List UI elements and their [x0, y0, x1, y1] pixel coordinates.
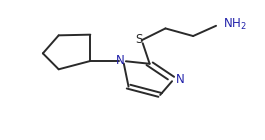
Text: NH$_2$: NH$_2$ [223, 17, 247, 32]
Text: N: N [176, 73, 184, 86]
Text: N: N [116, 54, 125, 67]
Text: S: S [135, 33, 143, 46]
